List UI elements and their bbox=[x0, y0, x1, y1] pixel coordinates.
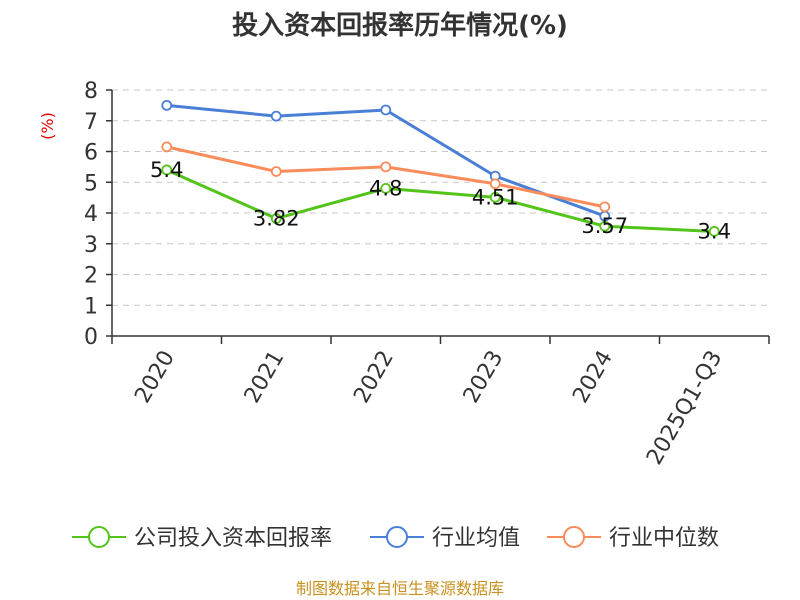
data-label: 3.57 bbox=[581, 214, 628, 238]
legend: 公司投入资本回报率 行业均值 行业中位数 bbox=[72, 526, 719, 551]
data-point bbox=[708, 226, 720, 237]
legend-label: 公司投入资本回报率 bbox=[134, 526, 332, 551]
data-point bbox=[599, 220, 611, 232]
legend-label: 行业中位数 bbox=[609, 526, 719, 551]
axes bbox=[111, 90, 769, 337]
data-label: 4.8 bbox=[369, 176, 402, 200]
data-point bbox=[270, 213, 282, 224]
y-tick-label: 8 bbox=[84, 79, 98, 104]
data-label: 4.51 bbox=[472, 185, 519, 209]
y-tick-label: 0 bbox=[84, 325, 98, 350]
y-axis-unit-label: (%) bbox=[38, 112, 57, 140]
y-tick-label: 7 bbox=[84, 110, 98, 135]
legend-marker bbox=[88, 526, 110, 548]
x-tick-label: 2023 bbox=[459, 347, 509, 408]
chart-title: 投入资本回报率历年情况(%) bbox=[232, 10, 568, 41]
data-point bbox=[489, 191, 501, 203]
source-note: 制图数据来自恒生聚源数据库 bbox=[296, 579, 504, 598]
y-axis-ticks: 0 1 2 3 4 5 6 7 8 bbox=[84, 79, 112, 350]
x-tick-label: 2024 bbox=[568, 347, 618, 408]
y-tick-label: 6 bbox=[84, 141, 98, 166]
data-label: 3.4 bbox=[698, 219, 731, 243]
data-point bbox=[161, 99, 173, 111]
x-axis-ticks: 2020 2021 2022 2023 2024 2025Q1-Q3 bbox=[111, 336, 770, 470]
y-tick-label: 2 bbox=[84, 264, 98, 289]
y-tick-label: 1 bbox=[84, 294, 98, 319]
data-point bbox=[161, 141, 173, 153]
series-line bbox=[166, 168, 715, 233]
data-point bbox=[380, 182, 392, 194]
y-tick-label: 3 bbox=[84, 233, 98, 258]
data-point bbox=[270, 110, 282, 122]
legend-marker bbox=[563, 526, 585, 548]
series-1 bbox=[161, 99, 611, 222]
x-tick-label: 2021 bbox=[240, 347, 290, 408]
legend-item: 行业均值 bbox=[370, 526, 520, 551]
series-2 bbox=[161, 141, 611, 213]
legend-marker bbox=[386, 526, 408, 548]
data-point bbox=[489, 178, 501, 190]
grid-lines bbox=[112, 89, 769, 306]
data-label: 5.4 bbox=[150, 158, 183, 182]
y-tick-label: 4 bbox=[84, 202, 98, 227]
legend-item: 行业中位数 bbox=[547, 526, 719, 551]
legend-item: 公司投入资本回报率 bbox=[72, 526, 332, 551]
series-lines bbox=[161, 99, 720, 237]
data-point bbox=[270, 166, 282, 177]
series-0 bbox=[161, 164, 720, 237]
x-tick-label: 2020 bbox=[130, 347, 180, 408]
x-tick-label: 2022 bbox=[349, 347, 399, 408]
data-point bbox=[380, 161, 392, 173]
data-label: 3.82 bbox=[253, 207, 300, 231]
y-tick-label: 5 bbox=[84, 171, 98, 196]
data-point bbox=[380, 104, 392, 116]
data-labels: 5.4 3.82 4.8 4.51 3.57 3.4 bbox=[150, 158, 731, 244]
legend-label: 行业均值 bbox=[432, 526, 520, 551]
data-point bbox=[161, 164, 173, 176]
x-tick-label: 2025Q1-Q3 bbox=[642, 347, 727, 470]
data-point bbox=[599, 201, 611, 213]
